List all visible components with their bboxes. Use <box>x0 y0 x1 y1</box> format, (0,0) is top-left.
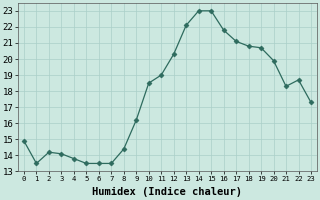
X-axis label: Humidex (Indice chaleur): Humidex (Indice chaleur) <box>92 187 243 197</box>
